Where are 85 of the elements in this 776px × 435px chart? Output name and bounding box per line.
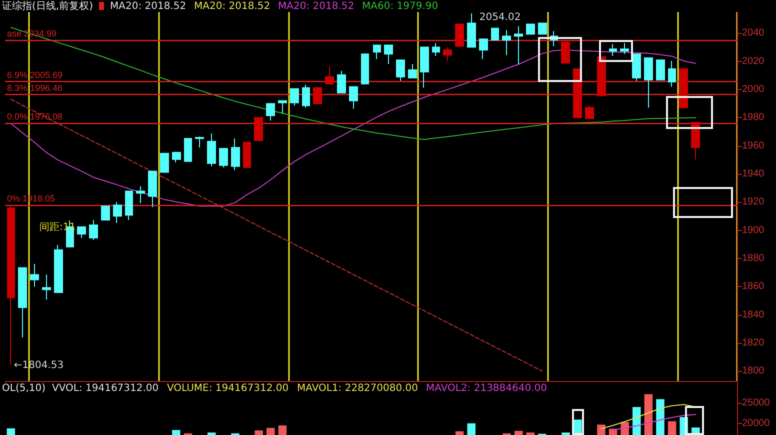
candlestick (361, 53, 369, 84)
candlestick (432, 42, 440, 56)
candlestick (538, 22, 547, 35)
candlestick (620, 42, 629, 54)
chart-title: OL(5,10) (2, 383, 46, 395)
candlestick (644, 57, 653, 108)
candlestick (408, 63, 417, 78)
candlestick (195, 136, 204, 148)
y-tick-label: 20000 (742, 418, 770, 430)
candlestick (125, 190, 133, 221)
candlestick (396, 60, 405, 82)
candlestick (207, 133, 216, 167)
candlestick (266, 103, 275, 122)
text: MA20: 2018.52 (110, 1, 186, 13)
candlestick (585, 105, 594, 120)
y-tick-label: 2020 (742, 56, 765, 67)
y-tick-label: 2000 (742, 84, 765, 95)
candlestick (373, 44, 381, 60)
text: MA60: 1979.90 (362, 1, 438, 13)
y-tick-label: 1960 (742, 140, 765, 152)
candlestick (561, 42, 570, 64)
candlestick (290, 88, 299, 106)
candlestick (18, 267, 27, 338)
candlestick (491, 28, 499, 41)
candlestick (455, 24, 464, 47)
candlestick (313, 87, 322, 104)
candlestick (148, 170, 157, 208)
candlestick (609, 44, 617, 56)
candlestick (184, 138, 192, 162)
candlestick (278, 100, 287, 114)
candlestick (302, 84, 310, 108)
y-tick-label: 1920 (742, 196, 765, 208)
annotation: VOLUME: 194167312.00 (167, 383, 289, 395)
candlestick (337, 70, 346, 94)
candlestick (89, 220, 98, 240)
candlestick (514, 26, 523, 64)
candlestick (502, 30, 511, 56)
y-tick-label: 1820 (742, 337, 765, 348)
candlestick (160, 152, 169, 173)
candlestick (656, 60, 665, 80)
chart-title: 证综指(日线,前复权) (2, 1, 93, 13)
text: MA20: 2018.52 (194, 1, 270, 13)
candlestick (443, 46, 452, 62)
candlestick (254, 117, 263, 141)
candlestick (325, 65, 334, 84)
text: MA20: 2018.52 (278, 1, 354, 13)
y-tick-label: 1800 (742, 366, 765, 377)
candlestick (384, 44, 393, 64)
candlestick (679, 68, 688, 108)
y-tick-label: 2040 (742, 28, 765, 39)
candlestick (219, 148, 228, 168)
candlestick (467, 12, 476, 48)
annotation: MAVOL2: 213884640.00 (426, 383, 548, 395)
candlestick (231, 138, 240, 171)
y-tick-label: 1860 (742, 281, 765, 292)
candlestick (42, 274, 51, 300)
candlestick (54, 244, 63, 294)
annotation: MAVOL1: 228270080.00 (297, 383, 418, 395)
candlestick (526, 24, 535, 35)
candlestick (420, 46, 429, 88)
y-tick-label: 25000 (742, 397, 770, 408)
y-tick-label: 1980 (742, 112, 765, 124)
y-tick-label: 1840 (742, 309, 765, 320)
ref-line-label: 8.3% 1996.46 (7, 82, 63, 93)
candlestick (113, 202, 122, 224)
candlestick (77, 226, 86, 238)
candlestick (597, 56, 606, 96)
candlestick (349, 86, 358, 110)
candlestick (136, 186, 145, 204)
candlestick (30, 263, 39, 288)
ref-line-label: 6.9% 2005.69 (7, 70, 63, 80)
candlestick (243, 142, 251, 168)
annotation: 2054.02 (479, 12, 521, 24)
candlestick (691, 122, 700, 160)
candlestick (7, 206, 15, 366)
candlestick (101, 206, 110, 221)
y-tick-label: 1940 (742, 168, 765, 180)
candlestick (172, 152, 181, 163)
annotation: VVOL: 194167312.00 (52, 383, 159, 395)
y-tick-label: 1880 (742, 252, 765, 264)
candlestick (479, 38, 488, 60)
candlestick (668, 60, 676, 88)
y-tick-label: 1900 (742, 224, 765, 236)
candlestick (573, 68, 582, 118)
candlestick (632, 53, 641, 82)
